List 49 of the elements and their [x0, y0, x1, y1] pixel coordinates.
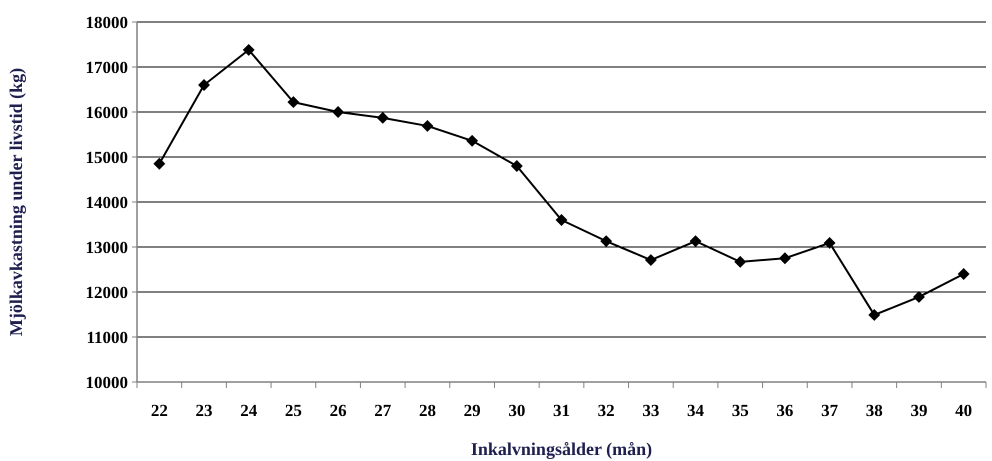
y-tick-label: 16000: [86, 102, 128, 122]
y-tick-label: 10000: [86, 372, 128, 392]
x-tick-label: 37: [821, 401, 839, 420]
point: [778, 252, 791, 264]
x-tick-label: 22: [150, 401, 168, 420]
x-tick-label: 24: [240, 401, 258, 420]
x-tick-label: 36: [776, 401, 794, 420]
y-tick-label: 11000: [86, 328, 128, 347]
x-tick-label: 32: [598, 401, 615, 420]
y-tick-label: 13000: [86, 238, 128, 257]
point: [690, 235, 702, 248]
y-tick-label: 15000: [86, 148, 128, 167]
x-tick-label: 25: [284, 401, 302, 420]
x-tick-label: 34: [687, 401, 705, 420]
y-tick-label: 17000: [86, 58, 128, 77]
point: [913, 291, 925, 303]
point: [556, 214, 568, 226]
x-tick-label: 28: [418, 401, 436, 420]
point: [510, 160, 523, 172]
x-tick-label: 31: [553, 401, 570, 420]
point: [153, 158, 166, 170]
x-tick-label: 30: [508, 401, 526, 420]
x-tick-label: 38: [866, 401, 883, 420]
point: [644, 254, 657, 266]
x-axis-title: Inkalvningsålder (mån): [470, 439, 652, 459]
x-tick-label: 35: [732, 401, 749, 420]
point: [958, 268, 970, 280]
x-tick-label: 40: [955, 401, 972, 420]
point: [332, 106, 344, 118]
point: [466, 134, 478, 147]
x-tick-label: 29: [464, 401, 481, 420]
x-tick-label: 33: [642, 401, 660, 420]
point: [376, 112, 389, 124]
point: [824, 237, 836, 249]
y-tick-label: 14000: [86, 192, 128, 212]
x-tick-label: 23: [196, 401, 213, 420]
point: [198, 79, 210, 91]
x-tick-label: 39: [910, 401, 928, 420]
point: [242, 44, 255, 56]
point: [868, 309, 880, 321]
point: [422, 120, 434, 132]
point: [600, 235, 612, 248]
x-tick-label: 27: [374, 401, 392, 420]
point: [734, 256, 746, 268]
y-tick-label: 18000: [86, 12, 128, 32]
x-tick-label: 26: [330, 401, 347, 420]
point: [287, 96, 300, 108]
y-axis-title: Mjölkavkastning under livstid (kg): [6, 68, 26, 336]
y-tick-label: 12000: [86, 282, 128, 302]
